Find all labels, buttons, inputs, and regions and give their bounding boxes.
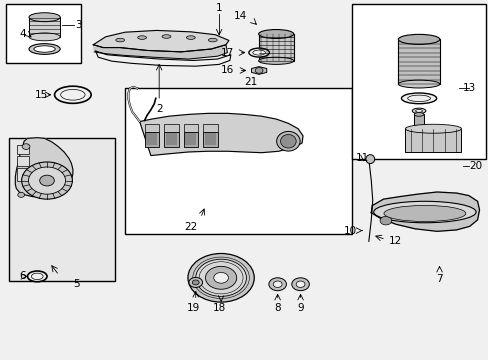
- Ellipse shape: [34, 46, 55, 52]
- Bar: [17, 168, 29, 181]
- Ellipse shape: [61, 89, 85, 100]
- Bar: [9, 138, 115, 281]
- Bar: [125, 87, 351, 234]
- Ellipse shape: [401, 93, 436, 104]
- Ellipse shape: [407, 95, 429, 102]
- Bar: [183, 125, 198, 132]
- Text: 18: 18: [212, 303, 225, 313]
- Circle shape: [273, 281, 282, 287]
- Text: 13: 13: [462, 82, 475, 93]
- Text: 8: 8: [274, 303, 281, 313]
- Ellipse shape: [280, 134, 296, 148]
- Bar: [17, 156, 29, 166]
- Text: 16: 16: [220, 66, 233, 76]
- Bar: [17, 145, 29, 154]
- Text: 17: 17: [220, 48, 233, 58]
- Ellipse shape: [162, 35, 170, 38]
- Circle shape: [291, 278, 309, 291]
- Text: 20: 20: [468, 161, 481, 171]
- Text: 1: 1: [215, 3, 222, 13]
- Text: 21: 21: [244, 77, 257, 87]
- Ellipse shape: [29, 13, 60, 22]
- Circle shape: [205, 266, 236, 289]
- Text: 10: 10: [343, 226, 356, 235]
- Ellipse shape: [29, 44, 60, 54]
- Text: 5: 5: [73, 279, 80, 289]
- Text: 9: 9: [297, 303, 303, 313]
- Ellipse shape: [186, 36, 195, 39]
- Bar: [351, 4, 485, 159]
- Ellipse shape: [405, 124, 461, 133]
- Ellipse shape: [365, 155, 374, 163]
- Ellipse shape: [116, 38, 124, 42]
- Ellipse shape: [398, 34, 439, 44]
- Ellipse shape: [27, 271, 47, 282]
- Ellipse shape: [208, 38, 217, 42]
- Circle shape: [268, 278, 286, 291]
- Circle shape: [195, 259, 246, 296]
- Text: 4: 4: [19, 29, 26, 39]
- Bar: [165, 133, 176, 145]
- Bar: [146, 133, 157, 145]
- Circle shape: [187, 253, 254, 302]
- Ellipse shape: [383, 206, 465, 221]
- Circle shape: [28, 167, 65, 194]
- Polygon shape: [251, 67, 266, 74]
- Ellipse shape: [258, 57, 293, 64]
- Ellipse shape: [258, 30, 293, 39]
- Text: 3: 3: [75, 20, 81, 30]
- Ellipse shape: [398, 80, 439, 88]
- Circle shape: [213, 273, 228, 283]
- Text: 2: 2: [156, 104, 162, 114]
- Bar: [405, 129, 461, 152]
- Bar: [185, 133, 196, 145]
- Text: 7: 7: [435, 274, 442, 284]
- Text: 15: 15: [35, 90, 48, 100]
- Circle shape: [255, 68, 263, 73]
- Circle shape: [379, 216, 391, 225]
- Circle shape: [188, 278, 202, 287]
- Circle shape: [22, 144, 30, 149]
- Bar: [204, 133, 215, 145]
- Polygon shape: [93, 31, 228, 52]
- Ellipse shape: [276, 131, 300, 151]
- Polygon shape: [370, 192, 479, 231]
- Ellipse shape: [415, 109, 422, 112]
- Text: 19: 19: [186, 303, 200, 313]
- Circle shape: [21, 162, 72, 199]
- Circle shape: [296, 281, 305, 287]
- Ellipse shape: [411, 108, 425, 113]
- Circle shape: [18, 192, 24, 197]
- Bar: [29, 17, 60, 37]
- Ellipse shape: [248, 48, 269, 57]
- Polygon shape: [140, 113, 303, 156]
- Bar: [144, 125, 159, 132]
- Text: 11: 11: [355, 153, 368, 163]
- Bar: [203, 125, 217, 132]
- Text: 12: 12: [387, 236, 401, 246]
- Bar: [144, 132, 159, 147]
- Ellipse shape: [31, 273, 43, 280]
- Ellipse shape: [252, 50, 265, 55]
- Ellipse shape: [29, 33, 60, 41]
- Polygon shape: [93, 45, 227, 59]
- Bar: [163, 125, 178, 132]
- Ellipse shape: [138, 36, 146, 39]
- Ellipse shape: [413, 113, 423, 116]
- Circle shape: [192, 280, 199, 285]
- Circle shape: [40, 175, 54, 186]
- Bar: [163, 132, 178, 147]
- Bar: [398, 39, 439, 84]
- Bar: [5, 4, 81, 63]
- Text: 14: 14: [233, 11, 246, 21]
- Text: 22: 22: [184, 222, 197, 233]
- Ellipse shape: [373, 201, 475, 223]
- Polygon shape: [15, 138, 73, 197]
- Bar: [183, 132, 198, 147]
- Bar: [413, 114, 423, 125]
- Ellipse shape: [55, 86, 91, 103]
- Bar: [203, 132, 217, 147]
- Text: 6: 6: [19, 271, 26, 282]
- Bar: [258, 34, 293, 61]
